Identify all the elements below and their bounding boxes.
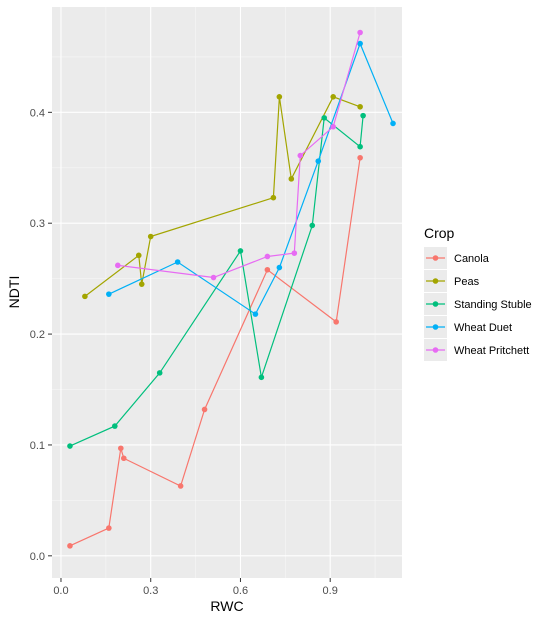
y-tick-label: 0.0 [30, 551, 45, 563]
y-tick-label: 0.3 [30, 218, 45, 230]
data-point-wheat-duet [174, 259, 181, 265]
legend-label-canola: Canola [454, 253, 490, 265]
data-point-canola [357, 154, 363, 161]
data-point-wheat-duet [390, 120, 396, 127]
x-tick-label: 0.3 [143, 585, 158, 597]
data-point-wheat-pritchett [297, 152, 304, 159]
data-point-standing-stuble [112, 423, 118, 429]
axes: 0.0 0.3 0.6 0.9 0.0 0.1 0.2 0.3 0.4 [30, 107, 338, 597]
data-point-peas [135, 252, 142, 259]
data-point-canola [333, 319, 339, 325]
data-point-standing-stuble [258, 374, 265, 381]
series-peas [82, 94, 363, 300]
legend-label-peas: Peas [454, 276, 480, 288]
data-point-peas [330, 94, 336, 100]
data-point-peas [276, 94, 283, 100]
series-standing-stuble [67, 112, 366, 449]
series-layer [67, 29, 396, 549]
x-tick-label: 0.6 [233, 585, 248, 597]
data-point-standing-stuble [360, 112, 366, 119]
data-point-wheat-duet [315, 158, 322, 164]
legend-label-standing-stuble: Standing Stuble [454, 299, 532, 311]
data-point-standing-stuble [357, 143, 363, 150]
series-wheat-pritchett [115, 29, 363, 281]
legend-label-wheat-duet: Wheat Duet [454, 322, 512, 334]
series-canola [67, 154, 363, 549]
legend-key-point-canola [432, 255, 439, 261]
legend-key-point-wheat-duet [432, 324, 439, 330]
data-point-standing-stuble [309, 222, 316, 229]
minor-gridlines [52, 7, 402, 578]
series-wheat-duet [106, 40, 396, 317]
legend-label-wheat-pritchett: Wheat Pritchett [454, 345, 529, 357]
y-tick-label: 0.2 [30, 329, 45, 341]
y-axis-title: NDTI [6, 276, 22, 309]
data-point-peas [82, 293, 88, 300]
data-point-wheat-pritchett [330, 123, 336, 130]
y-tick-label: 0.1 [30, 440, 45, 452]
major-gridlines [52, 7, 402, 578]
data-point-wheat-duet [357, 40, 363, 47]
data-point-peas [270, 194, 277, 201]
data-point-wheat-duet [276, 264, 283, 271]
data-point-canola [106, 525, 112, 531]
data-point-canola [177, 483, 184, 489]
data-point-wheat-pritchett [291, 250, 298, 256]
data-point-standing-stuble [67, 443, 73, 449]
data-point-peas [357, 103, 363, 110]
data-point-wheat-duet [106, 291, 112, 297]
data-point-canola [118, 445, 124, 452]
data-point-wheat-pritchett [115, 262, 121, 269]
data-point-canola [201, 406, 208, 413]
data-point-canola [264, 266, 271, 273]
x-tick-label: 0.0 [53, 585, 68, 597]
legend-key-point-standing-stuble [432, 301, 439, 307]
data-point-wheat-pritchett [264, 253, 271, 260]
data-point-peas [288, 176, 295, 182]
data-point-standing-stuble [321, 115, 328, 121]
data-point-wheat-duet [252, 311, 259, 317]
data-point-wheat-pritchett [357, 29, 363, 36]
data-point-canola [120, 455, 127, 462]
y-tick-label: 0.4 [30, 107, 45, 119]
data-point-standing-stuble [156, 370, 163, 376]
data-point-wheat-pritchett [210, 274, 217, 281]
data-point-canola [67, 543, 73, 549]
legend-key-point-peas [432, 278, 439, 284]
data-point-peas [147, 233, 154, 240]
legend-items: Canola Peas Standing Stuble Wheat Duet Wheat… [424, 247, 532, 361]
data-point-standing-stuble [237, 248, 244, 254]
x-axis-title: RWC [210, 598, 243, 614]
x-tick-label: 0.9 [323, 585, 338, 597]
legend-key-point-wheat-pritchett [432, 347, 439, 353]
legend-title: Crop [424, 225, 455, 241]
panel-background [52, 7, 402, 578]
legend: Crop Canola Peas Standing Stuble Wheat Duet… [424, 225, 532, 361]
data-point-peas [138, 281, 145, 287]
